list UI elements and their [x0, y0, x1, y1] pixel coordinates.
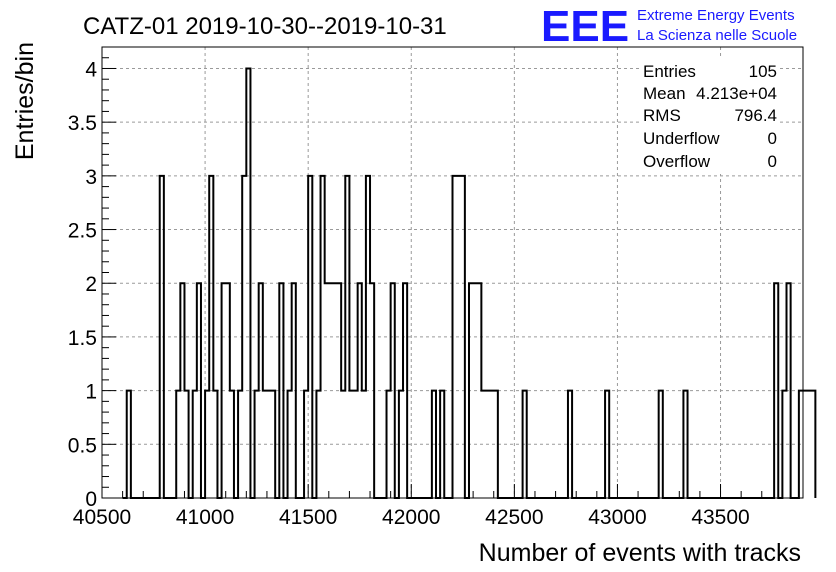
stats-box: Entries 105 Mean 4.213e+04 RMS 796.4 Und… — [640, 56, 780, 174]
x-tick-label: 42000 — [382, 506, 440, 529]
y-tick-label: 1.5 — [68, 327, 97, 350]
y-tick-label: 3.5 — [68, 112, 97, 135]
stats-rms-value: 796.4 — [734, 106, 777, 125]
stats-mean-label: Mean — [643, 84, 686, 103]
y-tick-label: 1 — [85, 381, 97, 404]
eee-logo-line1: Extreme Energy Events — [637, 7, 795, 24]
y-tick-label: 2.5 — [68, 220, 97, 243]
y-tick-label: 0 — [85, 488, 97, 511]
chart-title: CATZ-01 2019-10-30--2019-10-31 — [83, 13, 447, 40]
stats-entries-label: Entries — [643, 62, 696, 81]
x-tick-label: 40500 — [73, 506, 131, 529]
x-tick-labels: 40500 41000 41500 42000 42500 43000 43500 — [73, 506, 750, 529]
stats-entries-value: 105 — [749, 62, 777, 81]
eee-logo-line2: La Scienza nelle Scuole — [637, 27, 797, 44]
eee-logo: EEE Extreme Energy Events La Scienza nel… — [541, 2, 797, 51]
y-tick-label: 4 — [85, 58, 97, 81]
x-tick-label: 41000 — [176, 506, 234, 529]
y-tick-label: 2 — [85, 273, 97, 296]
stats-mean-value: 4.213e+04 — [696, 84, 777, 103]
y-tick-labels: 0 0.5 1 1.5 2 2.5 3 3.5 4 — [68, 58, 98, 511]
stats-underflow-value: 0 — [768, 129, 777, 148]
x-tick-label: 41500 — [279, 506, 337, 529]
y-axis-label: Entries/bin — [11, 42, 39, 160]
y-tick-label: 0.5 — [68, 434, 97, 457]
x-axis-label: Number of events with tracks — [479, 539, 801, 567]
x-tick-label: 43500 — [691, 506, 749, 529]
stats-rms-label: RMS — [643, 106, 681, 125]
x-tick-label: 43000 — [588, 506, 646, 529]
stats-box-frame — [640, 56, 780, 174]
eee-logo-mark: EEE — [541, 2, 629, 51]
stats-overflow-value: 0 — [768, 152, 777, 171]
stats-overflow-label: Overflow — [643, 152, 711, 171]
x-tick-label: 42500 — [485, 506, 543, 529]
axis-ticks — [101, 46, 804, 499]
y-tick-label: 3 — [85, 166, 97, 189]
stats-underflow-label: Underflow — [643, 129, 720, 148]
